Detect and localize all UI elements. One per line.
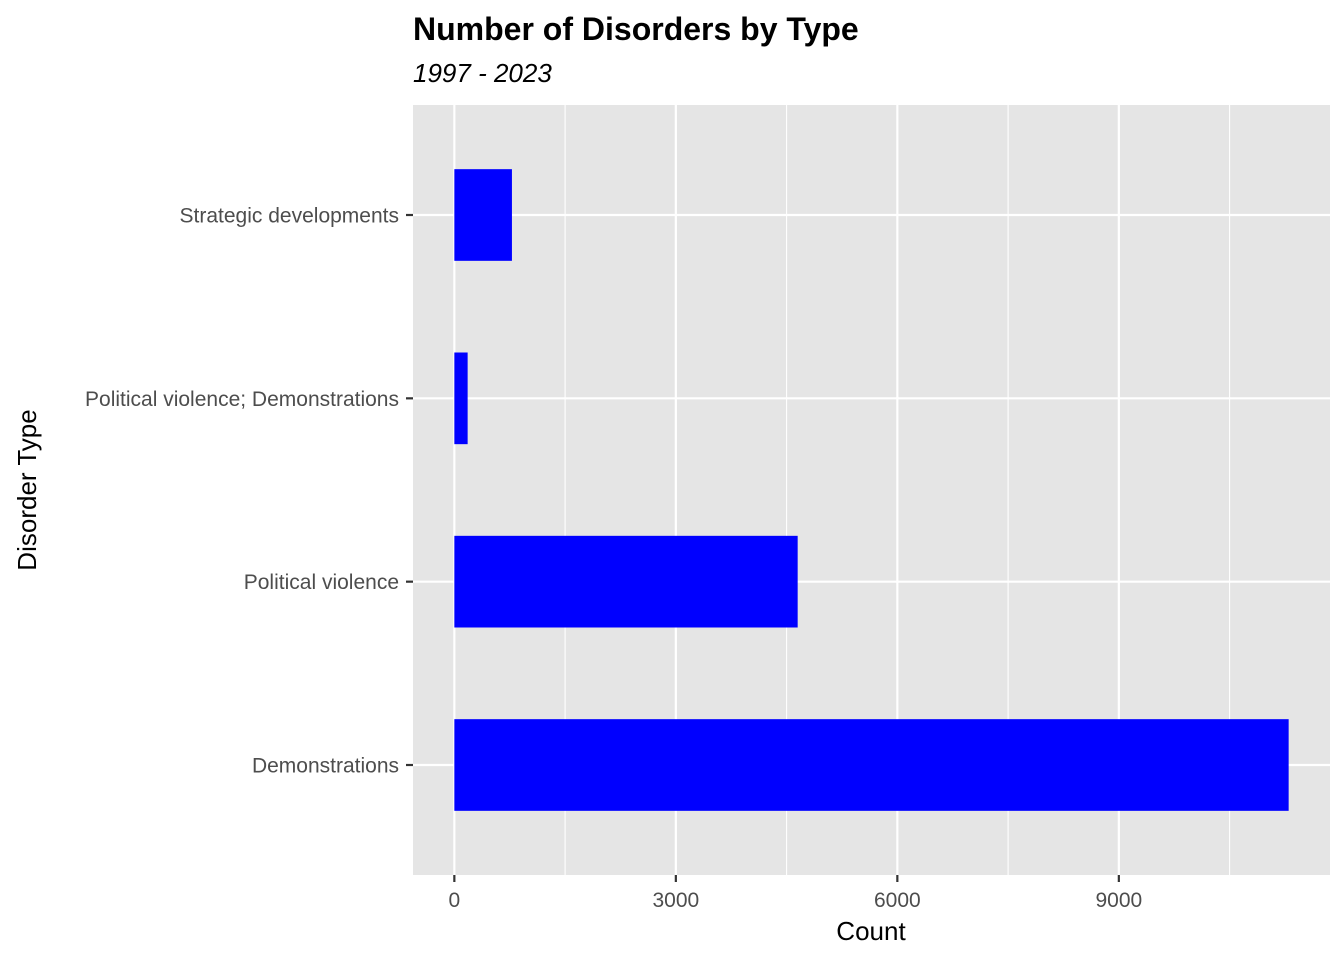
y-axis: Demonstrations Political violence Politica… [85,205,413,778]
y-tick-label: Demonstrations [252,755,399,778]
bar [454,719,1289,811]
x-axis: 0 3000 6000 9000 [449,875,1142,912]
bar [454,352,468,445]
y-tick-label: Political violence; Demonstrations [85,388,399,411]
bar [454,169,512,261]
y-tick-label: Strategic developments [180,205,399,228]
y-tick-label: Political violence [244,571,399,594]
chart-title: Number of Disorders by Type [413,11,859,47]
x-tick-label: 6000 [874,889,921,912]
chart-subtitle: 1997 - 2023 [413,58,552,88]
x-axis-title: Count [836,916,906,946]
y-axis-title: Disorder Type [12,409,42,570]
x-tick-label: 9000 [1095,889,1142,912]
bar [454,535,798,628]
x-tick-label: 3000 [652,889,699,912]
bars [454,169,1289,811]
x-tick-label: 0 [449,889,461,912]
